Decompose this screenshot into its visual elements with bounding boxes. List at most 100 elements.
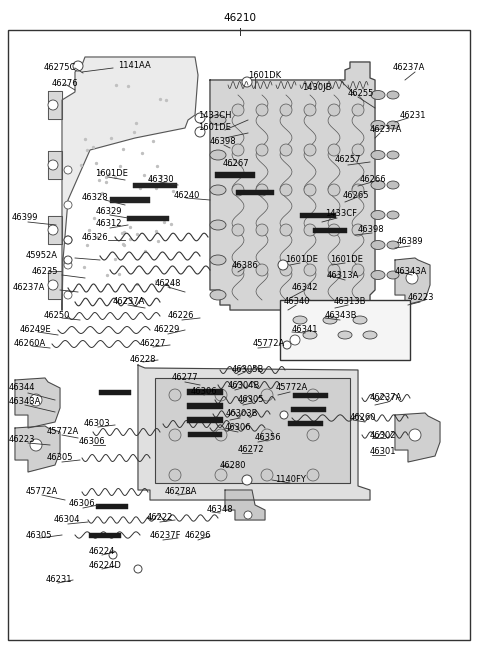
Text: 46224: 46224 xyxy=(89,548,115,557)
Text: 46272: 46272 xyxy=(238,445,264,455)
Circle shape xyxy=(290,335,300,345)
Bar xyxy=(292,392,327,398)
Polygon shape xyxy=(48,271,62,299)
Circle shape xyxy=(48,100,58,110)
Text: 46235: 46235 xyxy=(32,267,59,276)
Ellipse shape xyxy=(371,121,385,130)
Text: 46340: 46340 xyxy=(284,297,311,307)
Text: 1601DE: 1601DE xyxy=(330,255,363,265)
Ellipse shape xyxy=(387,241,399,249)
Text: 46306: 46306 xyxy=(69,500,96,508)
Text: 46210: 46210 xyxy=(224,13,256,23)
Circle shape xyxy=(328,144,340,156)
Bar xyxy=(188,432,222,436)
Polygon shape xyxy=(48,216,62,244)
Circle shape xyxy=(352,184,364,196)
Ellipse shape xyxy=(387,91,399,99)
Circle shape xyxy=(64,256,72,264)
Polygon shape xyxy=(395,413,440,462)
Text: 46227: 46227 xyxy=(140,339,167,348)
Bar xyxy=(236,189,274,195)
Circle shape xyxy=(64,261,72,269)
Polygon shape xyxy=(138,365,370,500)
Text: 46305B: 46305B xyxy=(232,365,264,375)
Text: 45952A: 45952A xyxy=(26,252,58,261)
Text: 46224D: 46224D xyxy=(89,561,122,571)
Circle shape xyxy=(307,469,319,481)
Text: 46306: 46306 xyxy=(79,438,106,447)
Bar xyxy=(288,421,323,426)
Circle shape xyxy=(232,224,244,236)
Ellipse shape xyxy=(323,316,337,324)
Circle shape xyxy=(256,104,268,116)
Circle shape xyxy=(73,61,83,71)
Circle shape xyxy=(30,394,42,406)
Text: 46249E: 46249E xyxy=(20,326,52,335)
Text: 46223: 46223 xyxy=(9,436,36,445)
Ellipse shape xyxy=(387,181,399,189)
Text: 45772A: 45772A xyxy=(253,339,285,348)
Text: 46304B: 46304B xyxy=(228,381,260,390)
Polygon shape xyxy=(15,426,60,472)
Circle shape xyxy=(352,104,364,116)
Polygon shape xyxy=(225,490,265,520)
Ellipse shape xyxy=(338,331,352,339)
Text: 46398: 46398 xyxy=(210,138,237,147)
Circle shape xyxy=(261,429,273,441)
Text: 46344: 46344 xyxy=(9,383,36,392)
Text: 46250: 46250 xyxy=(44,312,71,320)
Text: 46389: 46389 xyxy=(397,238,424,246)
Text: 45772A: 45772A xyxy=(26,487,58,496)
Text: 46280: 46280 xyxy=(220,460,247,470)
Text: 46356: 46356 xyxy=(255,434,282,443)
Ellipse shape xyxy=(387,121,399,129)
Ellipse shape xyxy=(210,290,226,300)
Text: 46312: 46312 xyxy=(96,219,122,229)
Circle shape xyxy=(48,160,58,170)
Circle shape xyxy=(256,264,268,276)
Text: 1433CH: 1433CH xyxy=(198,111,231,119)
Circle shape xyxy=(64,166,72,174)
Text: 46277: 46277 xyxy=(172,373,199,383)
Text: 46306: 46306 xyxy=(191,388,217,396)
Circle shape xyxy=(406,272,418,284)
Text: 46267: 46267 xyxy=(223,159,250,168)
Circle shape xyxy=(64,291,72,299)
Text: 46237A: 46237A xyxy=(113,297,145,307)
Circle shape xyxy=(280,144,292,156)
Circle shape xyxy=(242,77,252,87)
Circle shape xyxy=(328,264,340,276)
Text: 46278A: 46278A xyxy=(165,487,197,496)
Text: 1433CF: 1433CF xyxy=(325,210,357,219)
Bar xyxy=(215,172,255,178)
Circle shape xyxy=(215,429,227,441)
Polygon shape xyxy=(210,62,375,310)
Bar xyxy=(133,183,177,187)
Text: 46329: 46329 xyxy=(96,208,122,217)
Ellipse shape xyxy=(371,271,385,280)
Ellipse shape xyxy=(210,220,226,230)
Text: 46343A: 46343A xyxy=(395,267,427,276)
Circle shape xyxy=(304,104,316,116)
Circle shape xyxy=(215,389,227,401)
Circle shape xyxy=(409,429,421,441)
Text: 46305: 46305 xyxy=(26,531,52,540)
Circle shape xyxy=(64,236,72,244)
Circle shape xyxy=(352,224,364,236)
Text: 46226: 46226 xyxy=(168,312,194,320)
Ellipse shape xyxy=(371,90,385,100)
Text: 46303B: 46303B xyxy=(226,409,259,419)
Text: 46304: 46304 xyxy=(54,515,81,525)
Text: 46237F: 46237F xyxy=(150,531,181,540)
Text: 46237A: 46237A xyxy=(370,394,402,403)
Text: 46266: 46266 xyxy=(360,176,386,185)
Circle shape xyxy=(280,224,292,236)
Circle shape xyxy=(280,411,288,419)
Text: 1601DE: 1601DE xyxy=(95,170,128,179)
Circle shape xyxy=(232,144,244,156)
Text: 46386: 46386 xyxy=(232,261,259,269)
Text: 46237A: 46237A xyxy=(370,126,402,134)
Text: 46313B: 46313B xyxy=(334,297,367,307)
Circle shape xyxy=(304,264,316,276)
Ellipse shape xyxy=(371,240,385,250)
